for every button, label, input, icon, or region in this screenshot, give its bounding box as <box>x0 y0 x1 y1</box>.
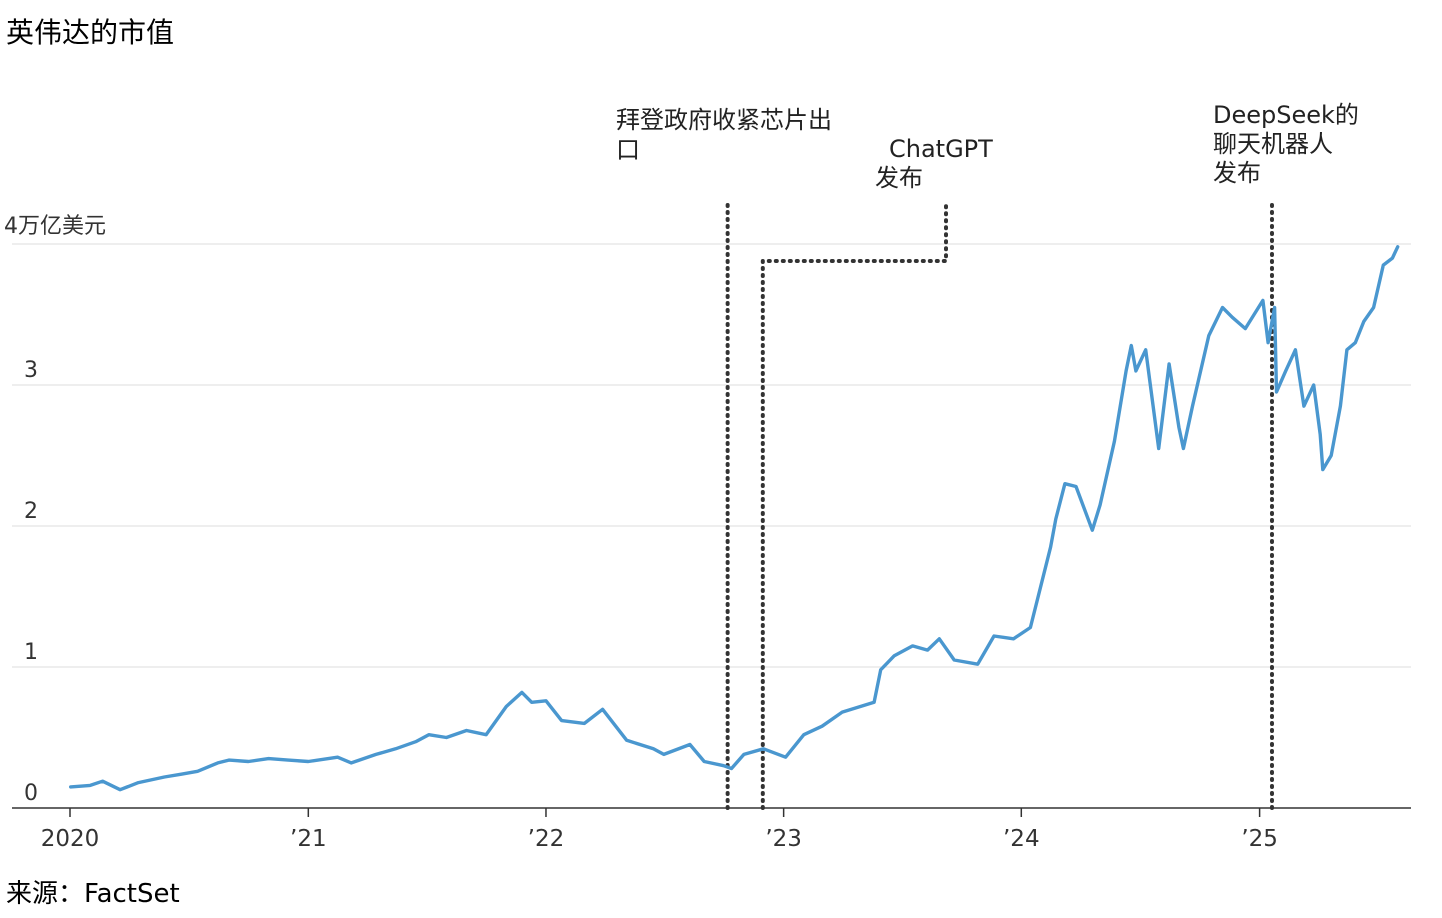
annotation-label-chatgpt: 发布 <box>875 164 923 192</box>
y-tick-label: 2 <box>24 499 38 524</box>
annotation-label-export-controls: 口 <box>616 136 640 164</box>
chart-source: 来源：FactSet <box>6 879 180 909</box>
x-tick-label: ’22 <box>528 826 565 852</box>
y-tick-label: 1 <box>24 640 38 665</box>
annotation-label-deepseek: 发布 <box>1213 159 1261 187</box>
gridlines <box>12 243 1411 668</box>
x-axis-ticks: 2020 ’21 ’22 ’23 ’24 ’25 <box>41 808 1278 852</box>
y-tick-label: 3 <box>24 358 38 383</box>
x-tick-label: ’25 <box>1241 826 1278 852</box>
annotation-label-deepseek: 聊天机器人 <box>1213 130 1333 158</box>
annotation-label-deepseek: DeepSeek的 <box>1213 101 1359 129</box>
y-axis-labels: 0 1 2 3 4万亿美元 <box>4 214 106 806</box>
x-tick-label: 2020 <box>41 826 100 852</box>
x-tick-label: ’23 <box>765 826 802 852</box>
x-tick-label: ’24 <box>1003 826 1040 852</box>
series-line <box>69 245 1400 792</box>
annotation-line-chatgpt <box>760 203 948 810</box>
y-tick-label: 4万亿美元 <box>4 214 106 239</box>
y-tick-label: 0 <box>24 781 38 806</box>
annotation-label-chatgpt: ChatGPT <box>889 135 993 163</box>
annotation-label-export-controls: 拜登政府收紧芯片出 <box>616 106 832 134</box>
x-tick-label: ’21 <box>290 826 327 852</box>
chart-title: 英伟达的市值 <box>6 16 174 49</box>
